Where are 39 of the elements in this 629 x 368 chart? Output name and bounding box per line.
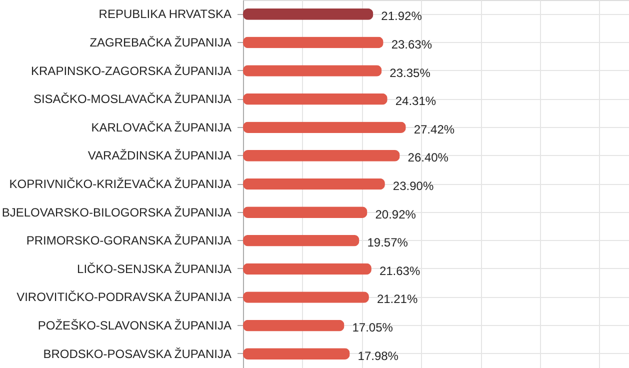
bar	[243, 65, 382, 76]
data-label: 17.05%	[352, 320, 394, 335]
data-label: 21.63%	[379, 264, 420, 278]
data-label: 17.98%	[358, 348, 399, 363]
data-label: 23.63%	[391, 37, 432, 52]
bar	[243, 93, 388, 105]
data-label: 21.21%	[376, 292, 418, 306]
data-label: 27.42%	[414, 122, 455, 136]
data-label: 19.57%	[367, 236, 408, 250]
y-tick-label: KARLOVAČKA ŽUPANIJA	[91, 120, 232, 134]
bar	[243, 292, 369, 303]
y-tick-label: SISAČKO-MOSLAVAČKA ŽUPANIJA	[33, 92, 232, 106]
y-tick-label: REPUBLIKA HRVATSKA	[98, 7, 232, 22]
data-label: 23.35%	[390, 66, 431, 80]
bar	[243, 320, 344, 332]
data-label: 26.40%	[408, 150, 449, 165]
bar	[243, 178, 385, 190]
data-label: 23.90%	[392, 179, 434, 193]
data-label: 24.31%	[395, 94, 436, 108]
y-tick-label: KRAPINSKO-ZAGORSKA ŽUPANIJA	[31, 64, 232, 78]
y-tick-label: POŽEŠKO-SLAVONSKA ŽUPANIJA	[38, 318, 232, 333]
y-tick-label: KOPRIVNIČKO-KRIŽEVAČKA ŽUPANIJA	[9, 177, 232, 191]
bar	[243, 348, 350, 360]
y-tick-label: LIČKO-SENJSKA ŽUPANIJA	[77, 262, 232, 276]
bar	[243, 36, 384, 48]
bar	[243, 234, 360, 246]
y-tick-label: BJELOVARSKO-BILOGORSKA ŽUPANIJA	[2, 205, 232, 220]
bar	[243, 206, 368, 218]
bar	[243, 122, 406, 134]
bar	[243, 263, 372, 275]
y-tick-label: VIROVITIČKO-PODRAVSKA ŽUPANIJA	[16, 290, 232, 304]
data-label: 21.92%	[381, 9, 422, 24]
y-tick-label: ZAGREBAČKA ŽUPANIJA	[90, 35, 232, 50]
data-label: 20.92%	[375, 207, 416, 222]
bar	[243, 8, 374, 20]
y-tick-label: PRIMORSKO-GORANSKA ŽUPANIJA	[26, 234, 232, 248]
y-tick-label: BRODSKO-POSAVSKA ŽUPANIJA	[43, 346, 232, 361]
y-tick-label: VARAŽDINSKA ŽUPANIJA	[88, 148, 232, 163]
bar	[243, 150, 400, 162]
